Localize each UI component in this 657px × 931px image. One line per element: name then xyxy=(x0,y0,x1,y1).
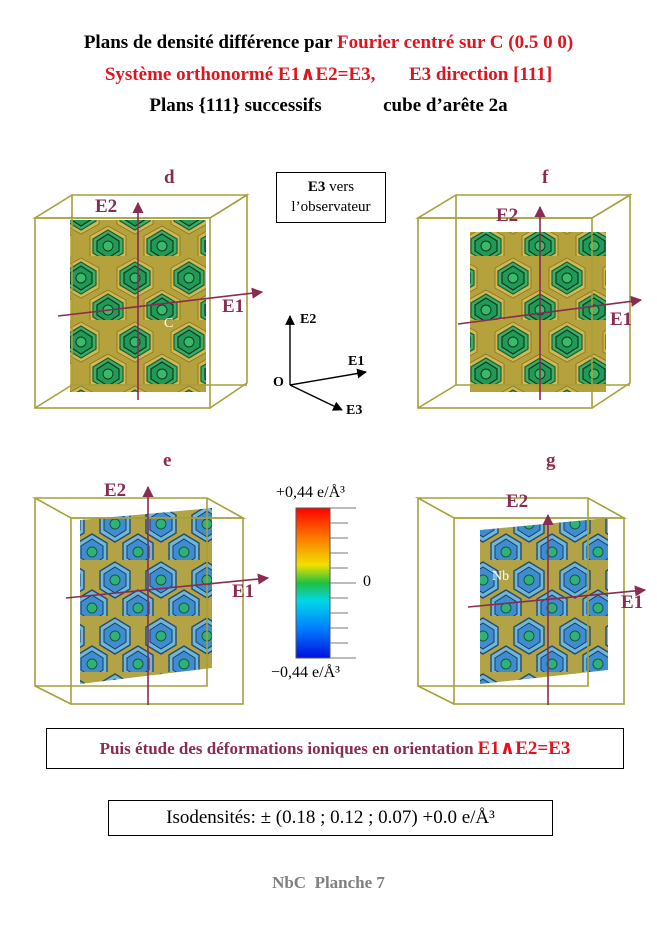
title-line-3-a: Plans {111} successifs xyxy=(149,95,322,116)
axis-label-e1-e: E1 xyxy=(232,581,255,602)
axis-e1-e xyxy=(65,573,270,599)
frame-label-e3: E3 xyxy=(346,403,363,418)
title-line-3: Plans {111} successifs cube d’arête 2a xyxy=(0,95,657,117)
observer-text: l’observateur xyxy=(291,199,371,215)
observer-vers: vers xyxy=(329,179,355,195)
density-plane-f xyxy=(470,232,606,392)
colorbar xyxy=(295,507,356,659)
panel-label-f: f xyxy=(542,167,549,188)
cube-e xyxy=(31,497,247,705)
title-line-2-a: Système orthonormé E1∧E2=E3, xyxy=(104,64,376,85)
cube-d xyxy=(32,193,250,409)
isodensities-box: Isodensités: ± (0.18 ; 0.12 ; 0.07) +0.0… xyxy=(108,800,553,836)
frame-label-e2: E2 xyxy=(300,312,317,327)
panel-label-d: d xyxy=(164,167,175,188)
note-formula: E1∧E2=E3 xyxy=(477,738,571,759)
axis-label-e1-g: E1 xyxy=(621,592,644,613)
note-text: Puis étude des déformations ioniques en … xyxy=(99,739,474,758)
reference-frame xyxy=(285,315,367,411)
footer-label: NbC Planche 7 xyxy=(272,873,385,892)
title-line-2-b: E3 direction [111] xyxy=(408,64,553,85)
observer-box: E3 vers l’observateur xyxy=(276,172,386,223)
panel-e-graphic xyxy=(31,485,270,705)
axis-label-e2-f: E2 xyxy=(496,205,519,226)
title-line-2: Système orthonormé E1∧E2=E3, E3 directio… xyxy=(0,63,657,86)
frame-e3-arrow xyxy=(289,384,343,411)
observer-e3: E3 xyxy=(307,179,326,195)
panel-d-graphic xyxy=(32,193,264,409)
colorbar-gradient xyxy=(295,507,331,659)
density-plane-g xyxy=(480,518,608,684)
panel-label-e: e xyxy=(163,450,172,471)
note-box: Puis étude des déformations ioniques en … xyxy=(46,728,624,769)
axis-label-e1-d: E1 xyxy=(222,296,245,317)
panel-f-graphic xyxy=(415,193,643,409)
density-plane-e xyxy=(80,508,212,684)
colorbar-max-label: +0,44 e/Å³ xyxy=(276,484,345,501)
colorbar-mid-label: 0 xyxy=(363,573,371,590)
axis-label-e2-g: E2 xyxy=(506,491,529,512)
colorbar-min-label: −0,44 e/Å³ xyxy=(271,664,340,681)
panel-g-graphic xyxy=(414,497,647,705)
axis-e1-g xyxy=(467,585,647,608)
axis-e1-d xyxy=(57,287,264,317)
title-line-3-b: cube d’arête 2a xyxy=(383,95,508,116)
isodensities-text: Isodensités: ± (0.18 ; 0.12 ; 0.07) +0.0… xyxy=(166,807,495,828)
frame-label-e1: E1 xyxy=(348,354,365,369)
cube-f xyxy=(415,193,633,409)
title-line-1: Plans de densité différence par Fourier … xyxy=(0,32,657,54)
panel-label-g: g xyxy=(546,450,556,471)
cube-g xyxy=(414,497,628,705)
frame-e1-arrow xyxy=(289,368,367,386)
axis-label-e1-f: E1 xyxy=(610,309,633,330)
frame-label-origin: O xyxy=(273,375,284,390)
title-line-1-black: Plans de densité différence par xyxy=(83,32,333,53)
axis-label-e2-d: E2 xyxy=(95,196,118,217)
axis-label-e2-e: E2 xyxy=(104,480,127,501)
title-line-1-red: Fourier centré sur C (0.5 0 0) xyxy=(336,32,574,53)
colorbar-ticks xyxy=(330,507,356,659)
axis-e1-f xyxy=(457,295,643,325)
atom-label-c: C xyxy=(164,316,174,331)
atom-label-nb: Nb xyxy=(492,569,510,584)
